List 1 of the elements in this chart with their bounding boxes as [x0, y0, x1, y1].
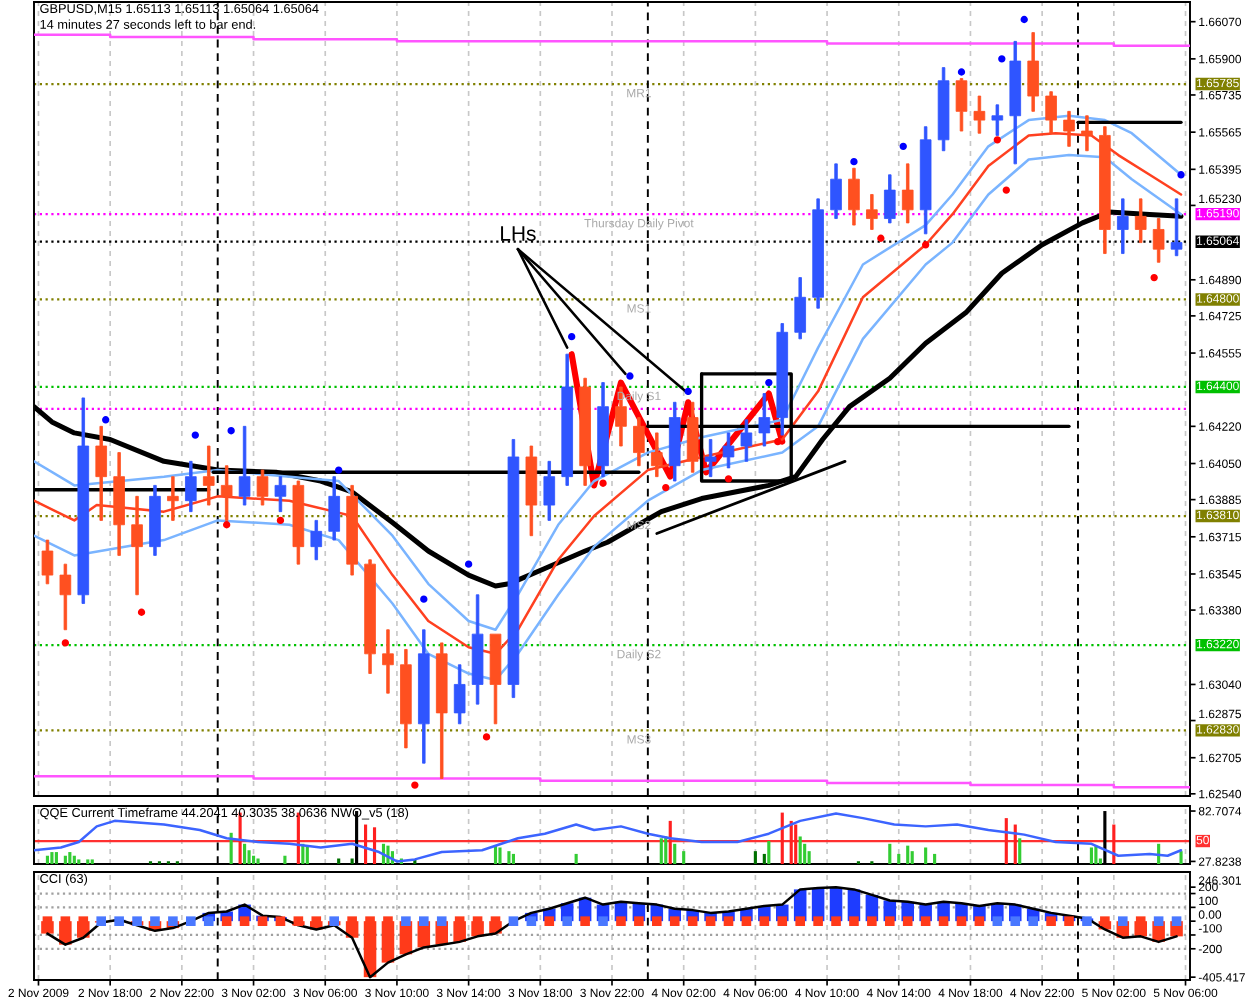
annotation: LHs: [501, 226, 536, 241]
